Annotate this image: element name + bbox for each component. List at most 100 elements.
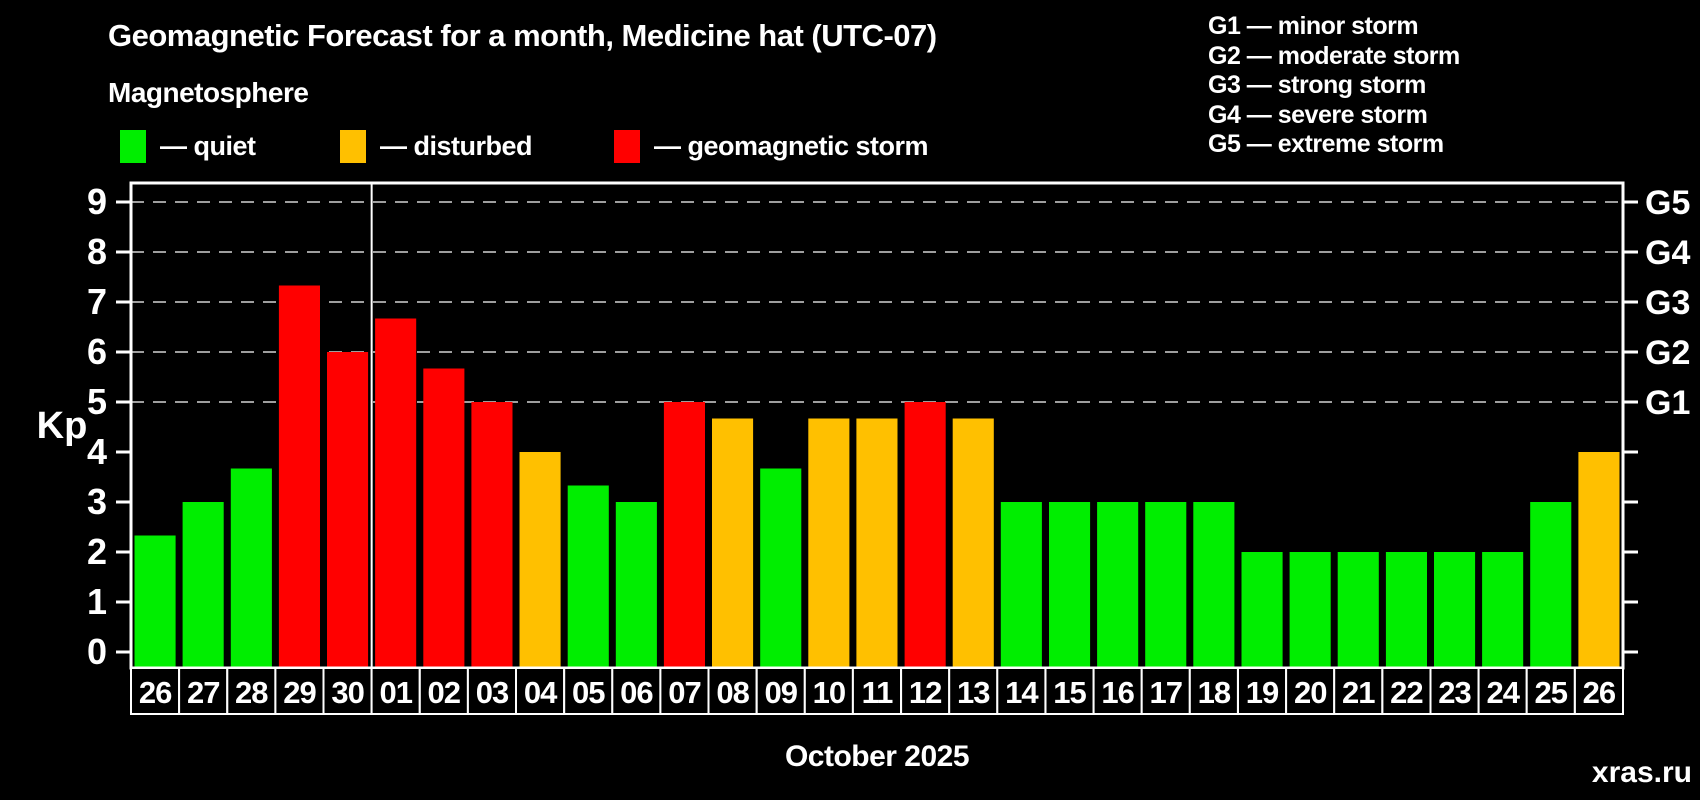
day-label-25: 25 xyxy=(1535,675,1568,710)
day-label-28: 28 xyxy=(235,675,268,710)
day-label-22: 22 xyxy=(1390,675,1422,710)
day-label-box-26 xyxy=(130,667,181,715)
day-label-box-05 xyxy=(563,667,614,715)
watermark: xras.ru xyxy=(1592,756,1692,789)
day-label-box-01 xyxy=(370,667,421,715)
day-label-26: 26 xyxy=(139,675,172,710)
legend-item-storm: — geomagnetic storm xyxy=(614,130,929,163)
bar-day-16-kp-3 xyxy=(1097,502,1139,668)
g-tick-label-g4: G4 xyxy=(1645,234,1690,272)
y-tick-label-4: 4 xyxy=(87,431,107,472)
bar-day-11-kp-4.67 xyxy=(856,418,898,668)
day-label-07: 07 xyxy=(668,675,700,710)
day-label-02: 02 xyxy=(428,675,460,710)
bar-day-04-kp-4 xyxy=(519,452,561,668)
y-tick-label-5: 5 xyxy=(87,381,107,422)
day-label-24: 24 xyxy=(1486,675,1520,710)
day-label-06: 06 xyxy=(620,675,653,710)
bar-day-28-kp-3.67 xyxy=(230,468,272,668)
legend-label-quiet: — quiet xyxy=(160,131,256,161)
bar-day-23-kp-2 xyxy=(1434,552,1476,668)
g-legend-line-g3: G3 — strong storm xyxy=(1208,71,1426,99)
legend-label-disturbed: — disturbed xyxy=(380,131,533,161)
y-tick-label-3: 3 xyxy=(87,481,107,522)
day-label-box-08 xyxy=(707,667,758,715)
disturbed-color-swatch xyxy=(340,130,366,163)
day-label-23: 23 xyxy=(1438,675,1471,710)
y-tick-label-7: 7 xyxy=(87,281,107,322)
bar-day-30-kp-6 xyxy=(327,352,369,668)
day-label-04: 04 xyxy=(524,675,558,710)
day-label-box-16 xyxy=(1092,667,1143,715)
bar-day-12-kp-5 xyxy=(904,402,946,668)
y-tick-label-9: 9 xyxy=(87,181,107,222)
y-tick-label-2: 2 xyxy=(87,531,107,572)
day-label-16: 16 xyxy=(1101,675,1134,710)
bar-day-01-kp-6.67 xyxy=(375,318,417,668)
bar-day-19-kp-2 xyxy=(1241,552,1283,668)
day-label-box-07 xyxy=(659,667,710,715)
day-label-05: 05 xyxy=(572,675,605,710)
g-tick-label-g5: G5 xyxy=(1645,184,1690,222)
quiet-color-swatch xyxy=(120,130,146,163)
g-tick-label-g2: G2 xyxy=(1645,334,1690,372)
g-legend-line-g1: G1 — minor storm xyxy=(1208,12,1419,40)
bar-day-06-kp-3 xyxy=(615,502,657,668)
day-label-29: 29 xyxy=(283,675,316,710)
day-label-box-14 xyxy=(996,667,1047,715)
bar-day-26-kp-2.33 xyxy=(134,535,176,668)
g-legend-line-g4: G4 — severe storm xyxy=(1208,100,1428,129)
g-tick-label-g1: G1 xyxy=(1645,384,1690,422)
day-label-box-20 xyxy=(1285,667,1336,715)
g-tick-label-g3: G3 xyxy=(1645,284,1690,322)
legend-item-quiet: — quiet xyxy=(120,130,256,163)
day-label-26: 26 xyxy=(1583,675,1616,710)
g-scale-legend: G1 — minor storm G2 — moderate storm G3 … xyxy=(1208,12,1460,160)
chart-subtitle: Magnetosphere xyxy=(108,77,309,108)
y-tick-label-6: 6 xyxy=(87,331,107,372)
g-legend-line-g2: G2 — moderate storm xyxy=(1208,41,1460,70)
day-label-09: 09 xyxy=(764,675,797,710)
day-label-box-15 xyxy=(1044,667,1095,715)
day-label-13: 13 xyxy=(957,675,990,710)
x-axis-title: October 2025 xyxy=(785,740,969,773)
legend-label-storm: — geomagnetic storm xyxy=(654,131,929,161)
y-tick-label-0: 0 xyxy=(87,631,107,672)
bar-day-05-kp-3.33 xyxy=(567,485,609,668)
day-label-11: 11 xyxy=(862,675,894,710)
day-label-box-28 xyxy=(226,667,277,715)
day-label-12: 12 xyxy=(909,675,941,710)
day-label-21: 21 xyxy=(1342,675,1375,710)
y-tick-label-1: 1 xyxy=(87,581,107,622)
bar-day-21-kp-2 xyxy=(1337,552,1379,668)
day-label-03: 03 xyxy=(476,675,509,710)
day-label-01: 01 xyxy=(379,675,412,710)
storm-color-swatch xyxy=(614,130,640,163)
y-axis-title: Kp xyxy=(37,405,88,447)
bar-day-26-kp-4 xyxy=(1578,452,1620,668)
day-label-box-03 xyxy=(466,667,517,715)
day-label-08: 08 xyxy=(716,675,749,710)
bar-day-03-kp-5 xyxy=(471,402,513,668)
y-tick-label-8: 8 xyxy=(87,231,107,272)
bar-day-13-kp-4.67 xyxy=(952,418,994,668)
day-label-18: 18 xyxy=(1198,675,1231,710)
bar-day-14-kp-3 xyxy=(1000,502,1042,668)
day-label-box-27 xyxy=(178,667,229,715)
day-label-27: 27 xyxy=(187,675,219,710)
bar-day-15-kp-3 xyxy=(1049,502,1091,668)
day-label-15: 15 xyxy=(1053,675,1086,710)
bars-group xyxy=(134,285,1620,668)
bar-day-18-kp-3 xyxy=(1193,502,1235,668)
bar-day-29-kp-7.33 xyxy=(278,285,320,668)
bar-day-02-kp-5.67 xyxy=(423,368,465,668)
bar-day-17-kp-3 xyxy=(1145,502,1187,668)
day-label-19: 19 xyxy=(1246,675,1279,710)
day-label-box-21 xyxy=(1333,667,1384,715)
bar-day-10-kp-4.67 xyxy=(808,418,850,668)
bar-day-08-kp-4.67 xyxy=(712,418,754,668)
day-label-box-11 xyxy=(851,667,903,715)
